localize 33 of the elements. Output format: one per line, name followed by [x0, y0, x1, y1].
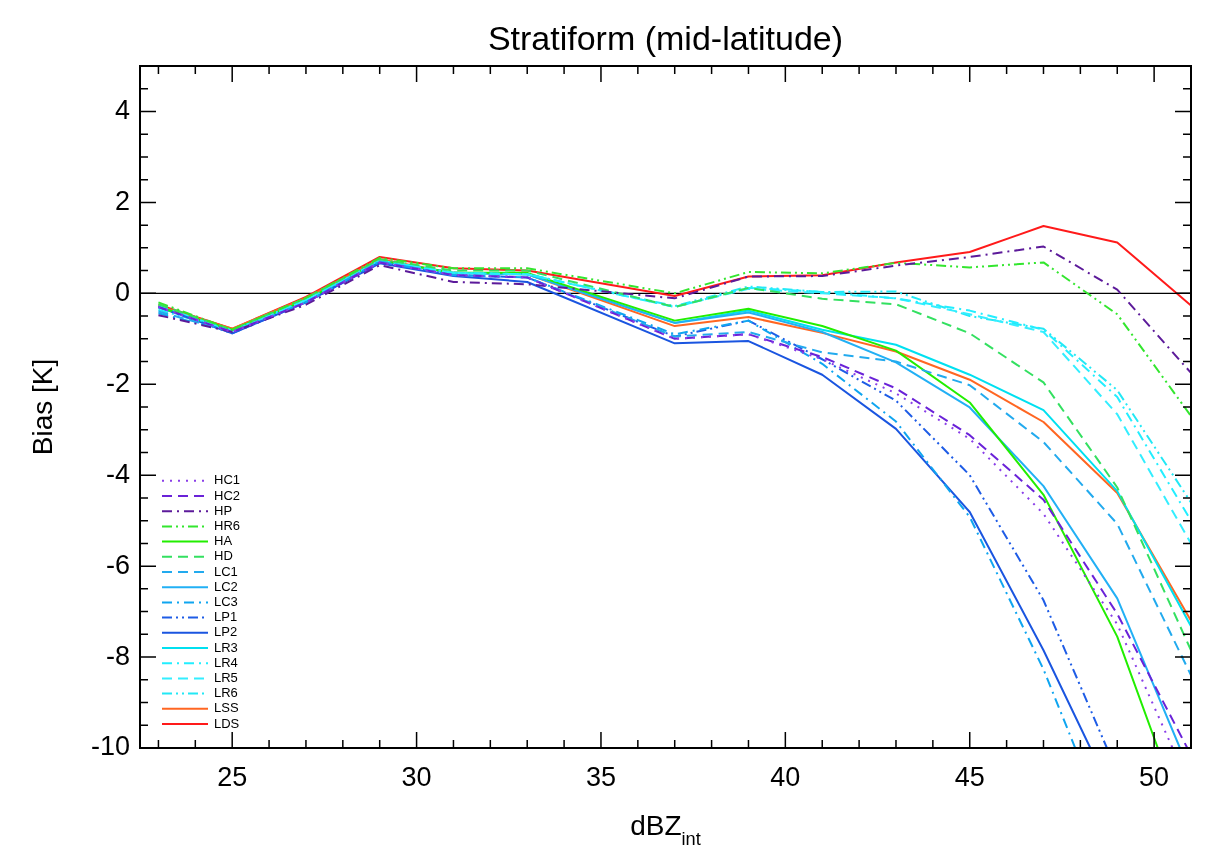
- legend-label: LR6: [214, 685, 238, 701]
- y-tick-label: -2: [105, 367, 130, 398]
- legend-label: LP1: [214, 609, 238, 625]
- legend-label: HR6: [214, 517, 241, 533]
- x-tick-label: 45: [954, 761, 985, 792]
- x-tick-label: 30: [401, 761, 432, 792]
- x-tick-label: 40: [770, 761, 801, 792]
- legend-label: LC1: [214, 563, 238, 579]
- chart-title: Stratiform (mid-latitude): [487, 19, 844, 57]
- legend-label: LDS: [214, 715, 240, 731]
- y-tick-label: -4: [105, 458, 130, 489]
- legend-label: LR5: [214, 669, 238, 685]
- legend-label: LC2: [214, 578, 238, 594]
- legend-label: HC1: [214, 472, 241, 488]
- y-tick-label: 0: [114, 276, 130, 307]
- legend-label: HA: [214, 533, 233, 549]
- y-tick-label: -10: [90, 731, 130, 762]
- x-tick-label: 50: [1139, 761, 1170, 792]
- legend-label: HC2: [214, 487, 241, 503]
- x-tick-label: 25: [217, 761, 248, 792]
- y-tick-label: -6: [105, 549, 130, 580]
- y-tick-label: 4: [114, 94, 130, 125]
- legend-label: LR4: [214, 654, 238, 670]
- legend-label: LC3: [214, 593, 238, 609]
- legend-label: LP2: [214, 624, 238, 640]
- y-tick-label: 2: [114, 185, 130, 216]
- legend-label: HD: [214, 548, 233, 564]
- y-tick-label: -8: [105, 640, 130, 671]
- x-tick-label: 35: [585, 761, 616, 792]
- legend-label: HP: [214, 502, 233, 518]
- legend-label: LSS: [214, 700, 239, 716]
- y-axis-title: Bias [K]: [27, 358, 58, 456]
- legend-label: LR3: [214, 639, 238, 655]
